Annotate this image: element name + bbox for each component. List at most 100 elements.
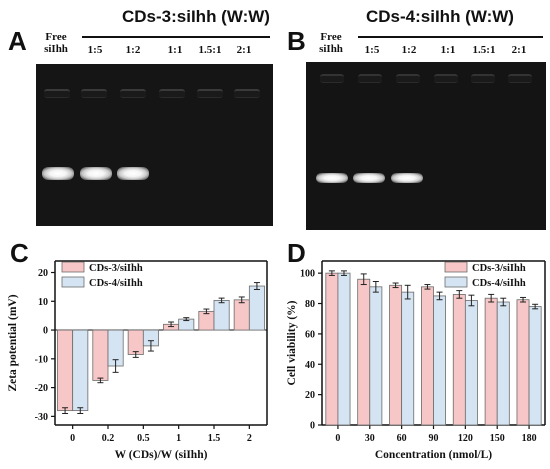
gel-a-well [44, 89, 70, 98]
legend-label: CDs-4/siIhh [472, 278, 526, 289]
bar [369, 286, 383, 426]
x-tick-label: 1.5 [208, 433, 221, 444]
y-tick-label: 100 [300, 269, 315, 280]
bar [452, 294, 466, 426]
gel-b-lane-label: 1:5 [364, 44, 380, 56]
gel-b-image [306, 62, 546, 230]
bar [389, 284, 403, 426]
gel-b-title: CDs-4:siIhh (W:W) [366, 7, 514, 26]
legend-label: CDs-3/siIhh [472, 263, 526, 274]
gel-b-lane-label: 1:1 [440, 44, 456, 56]
legend-label: CDs-4/siIhh [89, 278, 143, 289]
bar [528, 306, 542, 426]
gel-a-lane-label: 1:2 [125, 44, 141, 56]
y-tick-label: 60 [305, 329, 315, 340]
bar [357, 278, 371, 426]
y-axis-label: Cell viability (%) [286, 300, 298, 385]
bar [420, 286, 434, 426]
panel-letter-a: A [8, 26, 27, 56]
gel-b-well [358, 74, 382, 83]
y-tick-label: 80 [305, 299, 315, 310]
x-tick-label: 0 [70, 433, 75, 444]
bar [127, 329, 144, 355]
x-tick-label: 0.5 [137, 433, 150, 444]
y-tick-label: 0 [310, 421, 315, 432]
x-tick-label: 60 [397, 433, 407, 444]
gel-b-lane-label: 1.5:1 [472, 44, 496, 56]
gel-b-lane-label: 1:2 [401, 44, 417, 56]
gel-a-image [36, 64, 273, 226]
gel-b-well [471, 74, 495, 83]
x-tick-label: 2 [247, 433, 252, 444]
x-axis-label: Concentration (nmol/L) [375, 449, 492, 461]
gel-b-free-label: Free siIhh [319, 31, 343, 55]
x-tick-label: 30 [365, 433, 375, 444]
gel-b-lane-label: 2:1 [511, 44, 527, 56]
gel-a-well [234, 89, 260, 98]
legend-swatch [61, 276, 85, 288]
bar [401, 291, 415, 426]
y-tick-label: 20 [38, 268, 48, 279]
bar [198, 310, 215, 331]
gel-b-free-line2: siIhh [319, 43, 343, 55]
x-axis-label: W (CDs)/W (siIhh) [115, 449, 208, 461]
gel-b-band-1-2 [391, 173, 423, 183]
bar [516, 299, 530, 426]
gel-b-well [434, 74, 458, 83]
x-tick-label: 90 [429, 433, 439, 444]
gel-a-title-underline [82, 36, 270, 38]
gel-a-title: CDs-3:siIhh (W:W) [122, 7, 270, 26]
gel-b-free-line1: Free [320, 31, 342, 43]
gel-a-lane-label: 1:1 [167, 44, 183, 56]
zeta-potential-chart: 20 10 0 -10 -20 -30 0 0.2 0.5 1 1.5 2 W (CDs)/W (siI… [7, 260, 268, 461]
bar [57, 329, 74, 412]
x-tick-label: 1 [176, 433, 181, 444]
legend-swatch [444, 261, 468, 273]
bar [92, 329, 109, 381]
bar [484, 297, 498, 426]
bar [248, 285, 265, 331]
gel-b-title-underline [358, 36, 543, 38]
y-tick-label: 40 [305, 360, 315, 371]
bar [213, 300, 230, 331]
gel-a-lane-label: 1:5 [87, 44, 103, 56]
x-tick-label: 0.2 [102, 433, 115, 444]
gel-a-free-line1: Free [45, 31, 67, 43]
y-tick-label: 10 [38, 297, 48, 308]
gel-b-well [508, 74, 532, 83]
y-tick-label: -30 [35, 412, 48, 423]
x-tick-label: 180 [522, 433, 537, 444]
bar [337, 272, 351, 426]
bar [72, 329, 89, 412]
gel-b-band-free [316, 173, 348, 183]
gel-a-lane-label: 1.5:1 [198, 44, 222, 56]
x-tick-label: 150 [490, 433, 505, 444]
y-tick-label: -20 [35, 383, 48, 394]
x-tick-label: 120 [458, 433, 473, 444]
gel-b-well [320, 74, 344, 83]
gel-a-well [120, 89, 146, 98]
bar [496, 301, 510, 426]
x-tick-label: 0 [335, 433, 340, 444]
bar [433, 295, 447, 426]
gel-b-well [396, 74, 420, 83]
gel-a-free-line2: siIhh [44, 43, 68, 55]
bar [233, 299, 250, 331]
gel-a-free-label: Free siIhh [44, 31, 68, 55]
bar [464, 300, 478, 426]
gel-a-lane-label: 2:1 [236, 44, 252, 56]
panel-letter-b: B [287, 26, 306, 56]
legend-label: CDs-3/siIhh [89, 263, 143, 274]
panel-letter-c: C [10, 238, 29, 268]
panel-letter-d: D [287, 238, 306, 268]
gel-b-band-1-5 [353, 173, 385, 183]
gel-a-well [159, 89, 185, 98]
gel-a-band-1-5 [80, 167, 112, 180]
y-tick-label: 0 [43, 326, 48, 337]
gel-a-band-free [42, 167, 74, 180]
legend-swatch [61, 261, 85, 273]
cell-viability-chart: 0 20 40 60 80 100 0 30 60 90 120 150 180 Concentratio… [286, 260, 546, 461]
legend-swatch [444, 276, 468, 288]
y-tick-label: -10 [35, 354, 48, 365]
bar [325, 272, 339, 426]
